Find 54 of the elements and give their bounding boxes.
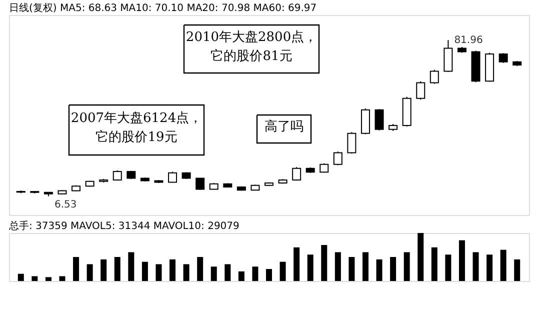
bar — [224, 264, 231, 281]
bar — [86, 264, 93, 281]
candlestick — [416, 80, 426, 100]
bar — [280, 262, 286, 281]
candlestick — [430, 69, 439, 84]
bar — [486, 254, 493, 281]
bar — [114, 257, 120, 281]
annotation: 81.96 — [454, 35, 483, 46]
bar — [100, 259, 107, 281]
candlestick — [444, 40, 453, 73]
chart-title: 总手: 37359 MAVOL5: 31344 MAVOL10: 29079 — [8, 220, 240, 232]
bar — [170, 259, 176, 281]
bar — [45, 277, 52, 281]
annotation: 2007年大盘6124点，它的股价19元 — [70, 111, 202, 145]
bar — [458, 240, 465, 281]
bar — [500, 250, 506, 281]
bar — [266, 269, 272, 281]
bar — [307, 254, 314, 281]
bar — [445, 254, 452, 281]
bar — [183, 264, 190, 281]
bar — [362, 252, 368, 281]
bar — [514, 259, 520, 281]
bar — [431, 247, 438, 281]
bar — [59, 276, 66, 281]
bar — [376, 259, 382, 281]
candlestick — [333, 151, 342, 166]
bar — [334, 252, 341, 281]
bar — [418, 233, 424, 281]
candlestick — [374, 108, 384, 131]
bar — [32, 276, 38, 281]
candlestick — [360, 108, 370, 135]
bar — [252, 266, 258, 281]
annotation: 2010年大盘2800点，它的股价81元 — [186, 30, 318, 64]
bar — [210, 266, 217, 281]
candlestick — [292, 166, 302, 182]
bar — [156, 264, 162, 281]
bar — [472, 252, 479, 281]
bar — [321, 245, 328, 281]
candlestick — [498, 52, 508, 64]
bar — [348, 257, 355, 281]
bar — [404, 252, 410, 281]
candlestick — [347, 132, 356, 154]
bar — [142, 262, 148, 281]
chart-title: 日线(复权) MA5: 68.63 MA10: 70.10 MA20: 70.98 MA60: 69.97 — [9, 2, 317, 14]
bar — [294, 247, 300, 281]
bar — [73, 257, 80, 281]
annotation: 高了吗 — [264, 118, 304, 134]
bar — [390, 257, 396, 281]
text: 6.53 — [54, 199, 77, 210]
bar — [18, 274, 24, 281]
candlestick — [196, 177, 205, 190]
bar — [238, 271, 244, 281]
bar — [128, 252, 134, 281]
bar — [197, 257, 204, 281]
